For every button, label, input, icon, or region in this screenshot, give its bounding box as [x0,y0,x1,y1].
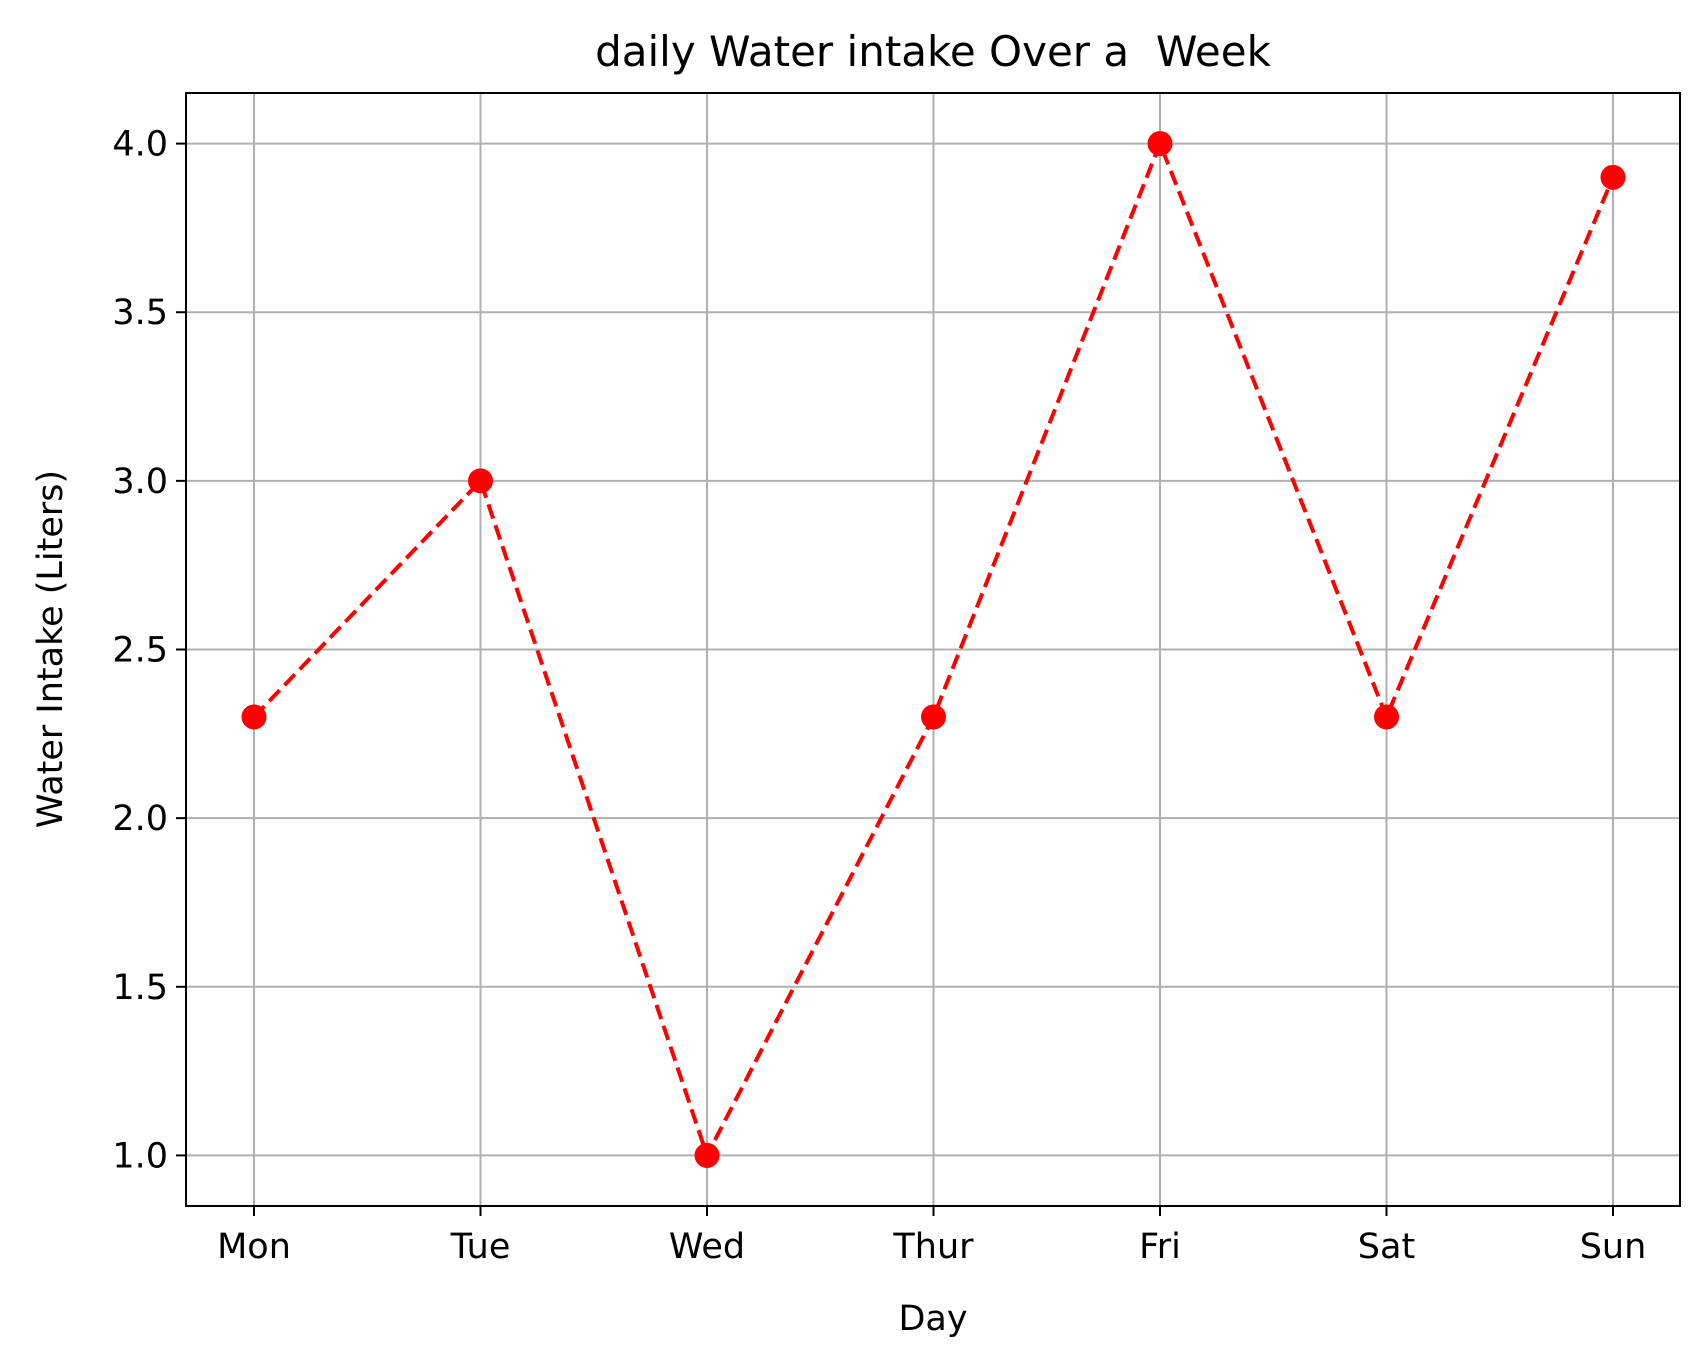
series-line-layer [241,131,1626,1168]
axis-ticks: Mon Tue Wed Thur Fri Sat Sun 1.0 1.5 2.0 2.5 3.0 3.5… [112,125,1646,1267]
x-tick-label: Mon [217,1227,291,1267]
data-point-tue [468,468,493,494]
y-tick-label: 4.0 [112,125,168,165]
data-point-thur [921,704,946,730]
x-tick-label: Tue [450,1227,511,1267]
y-tick-label: 1.5 [112,968,168,1008]
data-point-sun [1600,164,1626,190]
y-tick-label: 2.0 [112,799,168,839]
x-axis-title: Day [898,1299,967,1339]
y-tick-label: 3.0 [112,462,168,502]
x-tick-label: Sun [1580,1227,1647,1267]
data-point-mon [241,704,267,730]
y-tick-label: 2.5 [112,631,168,671]
grid [186,93,1680,1206]
y-tick-label: 3.5 [112,293,168,333]
y-axis-title: Water Intake (Liters) [31,470,71,828]
x-tick-label: Thur [892,1227,974,1267]
chart-title: daily Water intake Over a Week [595,27,1272,76]
y-tick-label: 1.0 [112,1136,168,1176]
x-tick-label: Fri [1139,1227,1181,1267]
data-point-sat [1374,704,1399,730]
x-tick-label: Wed [669,1227,745,1267]
data-point-fri [1147,131,1173,157]
x-tick-label: Sat [1358,1227,1415,1267]
data-point-wed [694,1142,720,1168]
